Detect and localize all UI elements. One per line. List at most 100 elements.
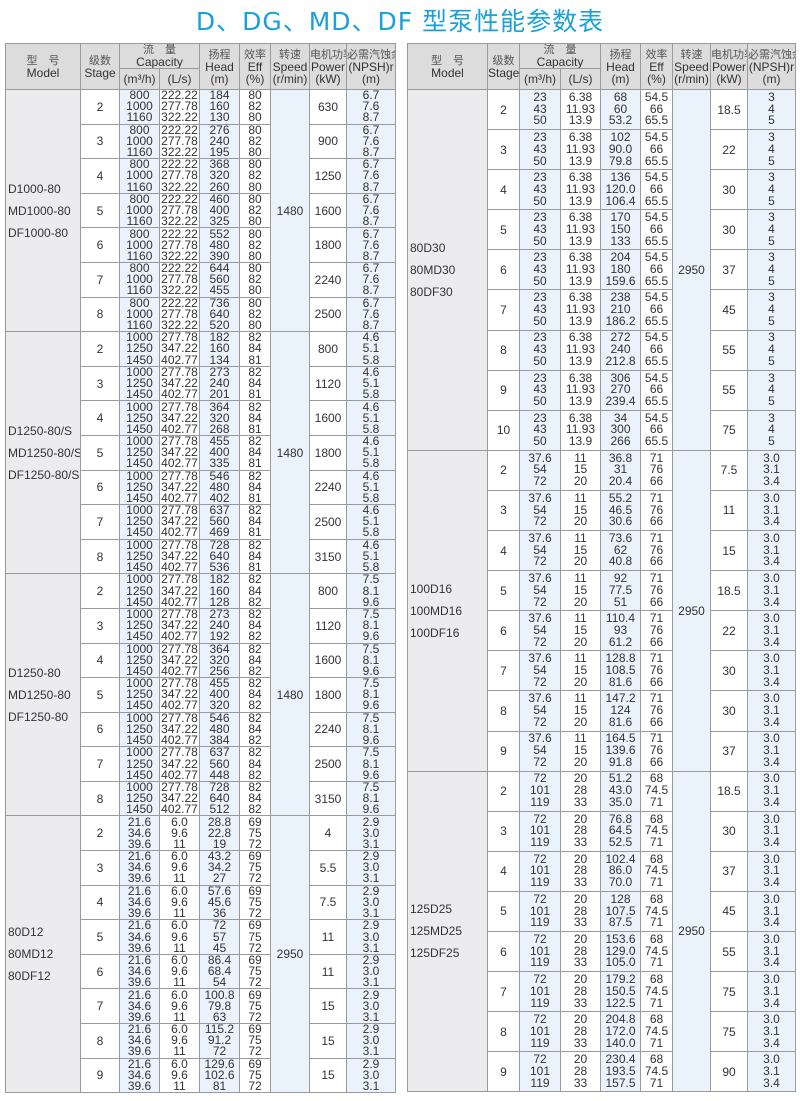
value: 119 xyxy=(530,1075,550,1090)
value: 3.0 xyxy=(763,771,780,786)
value: 6.0 xyxy=(171,815,188,829)
eff-header: 效率 Eff (%) xyxy=(640,43,673,90)
power-cell: 37 xyxy=(710,850,748,892)
stage-cell: 2 xyxy=(487,88,520,131)
value: 728 xyxy=(209,539,230,552)
value: 273 xyxy=(209,366,230,379)
value: 5.1 xyxy=(362,376,380,390)
npsh-cell: 3.0 3.1 3.4 xyxy=(747,890,796,932)
value: 68 xyxy=(649,851,664,866)
eff-cell: 82 84 82 xyxy=(239,711,271,748)
value: 80 xyxy=(248,110,262,125)
value: 3 xyxy=(768,250,775,265)
value: 1250 xyxy=(126,445,153,460)
value: 260 xyxy=(209,179,230,194)
value: 4.6 xyxy=(362,539,380,552)
flow-ls-cell: 277.78 347.22 402.77 xyxy=(159,573,200,609)
value: 448 xyxy=(209,767,230,782)
value: 34.6 xyxy=(127,964,152,979)
value: 402.77 xyxy=(161,733,198,747)
value: 800 xyxy=(129,193,150,206)
model-name: 125DF25 xyxy=(410,946,460,961)
value: 11 xyxy=(574,691,587,706)
head-cell: 164.5 139.6 91.8 xyxy=(600,730,641,772)
value: 3.0 xyxy=(763,1052,780,1067)
flow-ls-cell: 222.22 277.78 322.22 xyxy=(159,158,200,194)
value: 21.6 xyxy=(127,988,152,1002)
value: 8.7 xyxy=(362,317,380,332)
flow-m3h-cell: 23 43 50 xyxy=(519,409,561,451)
value: 82 xyxy=(248,133,262,148)
value: 3.0 xyxy=(763,691,780,706)
value: 390 xyxy=(209,248,230,263)
value: 13.9 xyxy=(568,434,593,449)
flow-m3h-cell: 21.6 34.6 39.6 xyxy=(119,919,160,955)
header-label: (kW) xyxy=(315,71,341,86)
value: 9.6 xyxy=(171,1067,188,1082)
value: 21.6 xyxy=(127,1058,152,1071)
value: 8.1 xyxy=(362,687,380,702)
value: 80 xyxy=(248,262,262,276)
stage-cell: 8 xyxy=(487,690,520,732)
flow-ls-cell: 277.78 347.22 402.77 xyxy=(159,504,200,540)
value: 204 xyxy=(610,250,631,265)
flow-m3h-cell: 1000 1250 1450 xyxy=(119,573,160,609)
value: 11.93 xyxy=(565,422,596,437)
stage-cell: 3 xyxy=(487,810,520,852)
value: 50 xyxy=(533,394,547,409)
eff-cell: 68 74.5 71 xyxy=(640,1011,673,1053)
flow-m3h-cell: 800 1000 1160 xyxy=(119,123,160,160)
eff-cell: 82 84 82 xyxy=(239,746,271,782)
value: 33 xyxy=(573,1075,588,1090)
value: 84 xyxy=(248,341,262,356)
value: 7.5 xyxy=(362,573,380,587)
value: 3.0 xyxy=(763,611,780,626)
head-cell: 28.8 22.8 19 xyxy=(199,815,240,852)
header-label: Eff xyxy=(649,59,664,74)
head-cell: 128 107.5 87.5 xyxy=(600,890,641,932)
value: 3.0 xyxy=(362,998,380,1013)
power-cell: 1800 xyxy=(309,227,347,263)
value: 3.1 xyxy=(763,823,780,838)
value: 13.9 xyxy=(568,394,593,409)
power-cell: 30 xyxy=(710,810,748,852)
value: 7.6 xyxy=(362,203,380,218)
value: 7.6 xyxy=(362,237,380,252)
value: 87.5 xyxy=(608,915,633,930)
value: 20 xyxy=(573,1052,588,1067)
value: 71 xyxy=(649,795,664,810)
value: 402 xyxy=(209,490,230,505)
npsh-cell: 3.0 3.1 3.4 xyxy=(747,730,796,772)
value: 60 xyxy=(613,101,628,116)
value: 13.9 xyxy=(568,153,593,168)
value: 37.6 xyxy=(528,611,552,626)
value: 11.93 xyxy=(565,221,596,236)
value: 3.0 xyxy=(763,530,780,545)
value: 69 xyxy=(248,885,262,898)
value: 7.6 xyxy=(362,99,380,114)
power-cell: 37 xyxy=(710,249,748,291)
value: 65.5 xyxy=(644,434,669,449)
value: 1000 xyxy=(126,366,153,379)
value: 65.5 xyxy=(644,273,669,288)
npsh-cell: 3.0 3.1 3.4 xyxy=(747,690,796,732)
value: 81 xyxy=(248,421,262,436)
value: 180 xyxy=(610,262,631,277)
value: 402.77 xyxy=(161,456,198,471)
value: 3.4 xyxy=(763,955,780,970)
value: 184 xyxy=(209,89,230,103)
value: 122.5 xyxy=(605,995,636,1010)
head-cell: 51.2 43.0 35.0 xyxy=(600,770,641,812)
head-cell: 170 150 133 xyxy=(600,209,641,251)
header-row: 型 号 Model 级数 Stage 流 量 Capacity 扬程 Head (m) 效率 Eff… xyxy=(5,43,396,90)
power-cell: 800 xyxy=(309,331,347,367)
header-label: (m) xyxy=(762,71,781,86)
flow-m3h-cell: 72 101 119 xyxy=(519,971,561,1013)
value: 3.1 xyxy=(763,783,780,798)
value: 277.78 xyxy=(161,712,198,725)
stage-cell: 4 xyxy=(80,642,120,679)
stage-cell: 2 xyxy=(80,573,120,609)
flow-ls-cell: 6.38 11.93 13.9 xyxy=(560,88,601,131)
npsh-cell: 6.7 7.6 8.7 xyxy=(346,192,396,229)
value: 1160 xyxy=(126,110,153,125)
